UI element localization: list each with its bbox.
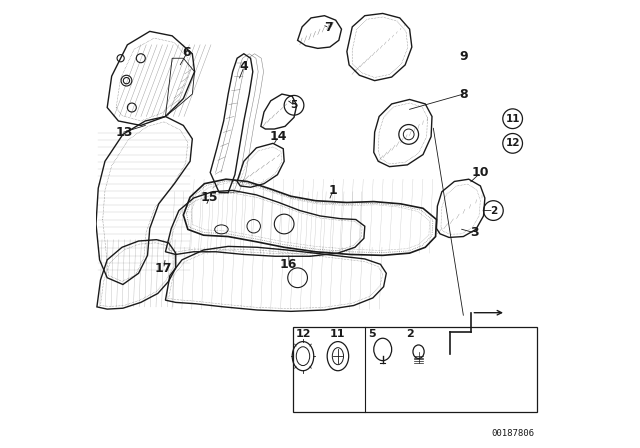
FancyBboxPatch shape [293, 327, 538, 412]
Text: 8: 8 [459, 87, 468, 101]
Text: 13: 13 [115, 125, 132, 139]
Text: 4: 4 [239, 60, 248, 73]
Text: 7: 7 [324, 21, 333, 34]
Text: 16: 16 [280, 258, 298, 271]
Text: 3: 3 [470, 226, 479, 240]
Text: 1: 1 [328, 184, 337, 197]
Text: 2: 2 [490, 206, 497, 215]
Text: 5: 5 [291, 100, 298, 110]
Text: 2: 2 [406, 329, 413, 339]
Text: 6: 6 [182, 46, 191, 60]
Text: 14: 14 [269, 130, 287, 143]
Text: 11: 11 [330, 329, 346, 339]
Text: 12: 12 [506, 138, 520, 148]
Text: 9: 9 [459, 49, 468, 63]
Text: 12: 12 [295, 329, 311, 339]
Text: 17: 17 [154, 262, 172, 276]
Text: 11: 11 [506, 114, 520, 124]
Text: 00187806: 00187806 [491, 429, 534, 438]
Text: 15: 15 [200, 190, 218, 204]
Text: 5: 5 [368, 329, 375, 339]
Text: 10: 10 [472, 166, 489, 179]
